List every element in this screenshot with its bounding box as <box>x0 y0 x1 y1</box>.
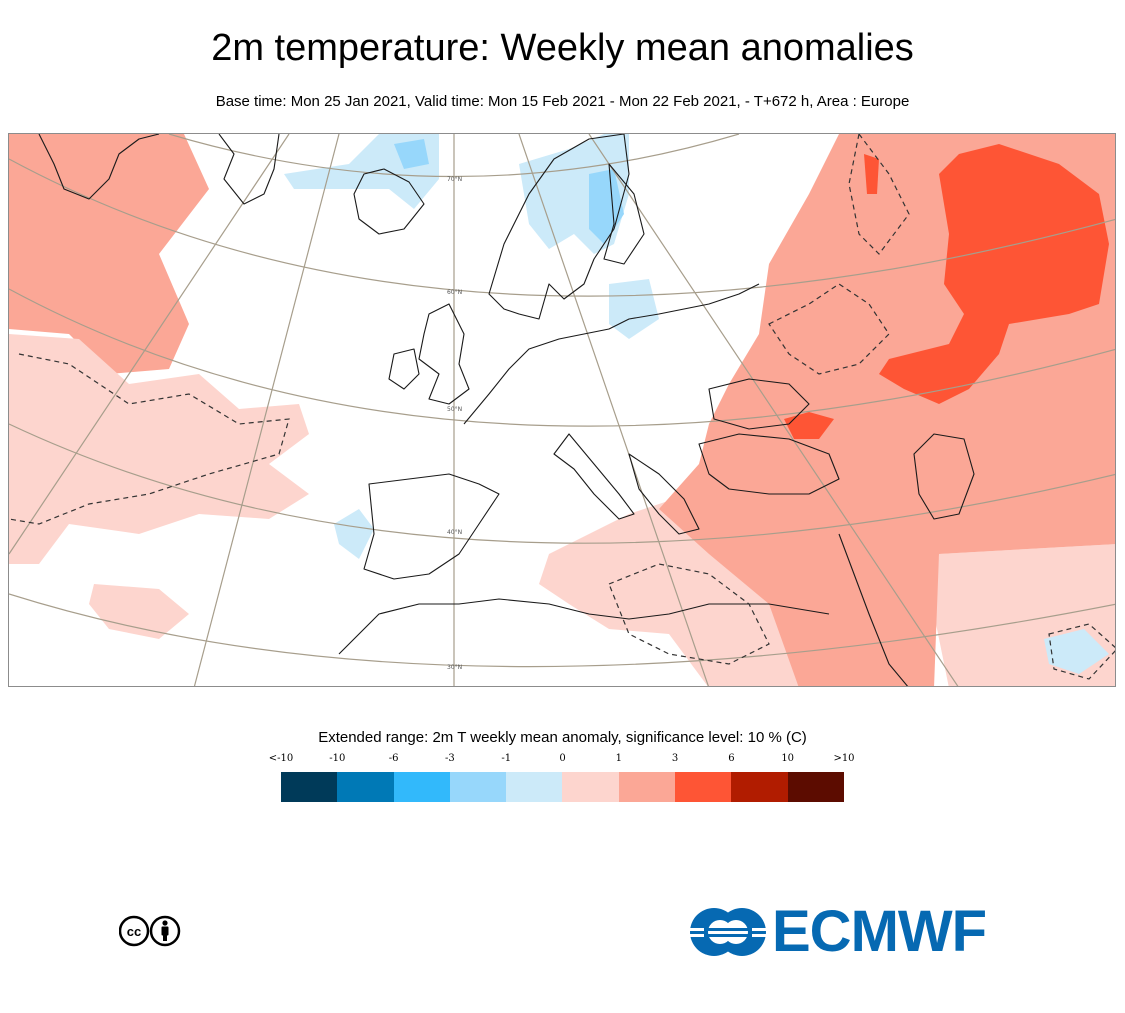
ecmwf-wordmark: ECMWF <box>772 899 987 964</box>
weak-warm-anomaly-azores <box>89 584 189 639</box>
legend-tick-label: -10 <box>329 753 346 764</box>
cc-by-license-icon: cc <box>118 915 181 947</box>
coastline-iberia <box>363 473 500 580</box>
chart-subtitle: Base time: Mon 25 Jan 2021, Valid time: … <box>215 93 910 110</box>
legend-tick-label: 0 <box>559 753 566 764</box>
legend-swatch <box>562 772 619 802</box>
coastline-italy <box>553 433 635 520</box>
legend-swatch <box>506 772 563 802</box>
graticule-60n <box>9 158 1115 297</box>
legend-tick-label: 6 <box>728 753 735 764</box>
graticule-meridian-far-west <box>9 134 290 555</box>
graticule-meridian-east <box>518 134 709 686</box>
legend-tick-label: 1 <box>615 753 622 764</box>
significance-contour-southeast <box>1048 623 1115 680</box>
lat-label-60: 60°N <box>447 289 462 296</box>
legend-swatch <box>337 772 394 802</box>
coastline-levant <box>838 533 909 686</box>
graticule-meridian-west <box>193 134 340 686</box>
legend-tick-label: 3 <box>671 753 679 764</box>
lat-label-50: 50°N <box>447 406 462 413</box>
graticule-30n <box>9 593 1115 668</box>
coastline-iceland <box>353 168 425 235</box>
legend-swatch <box>787 772 844 802</box>
coastline-north-africa <box>338 598 830 655</box>
legend-swatch <box>281 772 338 802</box>
strong-warm-anomaly-ukraine <box>784 412 834 439</box>
coastline-turkey <box>698 433 840 495</box>
coastline-caspian <box>913 433 975 520</box>
legend-ticks: <-10 -10 -6 -3 -1 0 1 3 6 10 >10 <box>269 752 855 766</box>
legend-tick-label: 10 <box>781 753 795 764</box>
significance-contour-west <box>9 353 290 525</box>
chart-title: 2m temperature: Weekly mean anomalies <box>211 27 914 69</box>
strong-warm-anomaly-russia <box>879 144 1109 404</box>
legend-title: Extended range: 2m T weekly mean anomaly… <box>318 729 807 746</box>
cold-anomaly-southeast <box>1044 629 1109 674</box>
significance-contour-north <box>848 134 910 255</box>
cold-anomaly-iberia <box>334 509 374 559</box>
cold-anomaly-baltic <box>609 279 659 339</box>
lat-label-30: 30°N <box>447 664 462 671</box>
coastline-black-sea <box>708 378 810 430</box>
anomaly-map: 70°N 60°N 50°N 40°N 30°N <box>8 133 1116 687</box>
coastline-greenland-east <box>218 134 280 205</box>
svg-text:cc: cc <box>127 924 141 939</box>
lat-label-40: 40°N <box>447 529 462 536</box>
legend-tick-label: -3 <box>445 753 455 764</box>
significance-contour-east <box>768 283 890 375</box>
coastline-greenland <box>38 134 160 200</box>
legend-tick-label: -6 <box>388 753 399 764</box>
legend-swatch <box>675 772 732 802</box>
legend-swatch <box>449 772 507 802</box>
ecmwf-emblem-icon <box>690 908 766 956</box>
color-legend-bar <box>281 772 844 802</box>
legend-tick-label: >10 <box>833 753 855 764</box>
legend-swatch <box>618 772 676 802</box>
significance-contour-africa <box>608 563 770 665</box>
lat-label-70: 70°N <box>447 176 462 183</box>
weak-warm-anomaly-north-africa <box>539 494 829 686</box>
coastline-scandinavia <box>488 134 630 320</box>
moderate-cold-anomaly-iceland <box>394 139 429 169</box>
graticule-40n <box>9 423 1115 544</box>
legend-swatch <box>393 772 450 802</box>
legend-swatch <box>731 772 788 802</box>
coastline-british-isles <box>418 303 470 405</box>
coastline-ireland <box>388 348 420 390</box>
coastline-europe-north <box>463 283 760 425</box>
legend-tick-label: <-10 <box>268 753 294 764</box>
ecmwf-logo: ECMWF <box>690 902 1010 962</box>
legend-tick-label: -1 <box>501 753 512 764</box>
coastline-finland <box>603 163 645 265</box>
coastline-balkans <box>628 453 700 535</box>
strong-warm-anomaly-north <box>864 154 879 194</box>
graticule-meridian-east2 <box>588 134 959 686</box>
